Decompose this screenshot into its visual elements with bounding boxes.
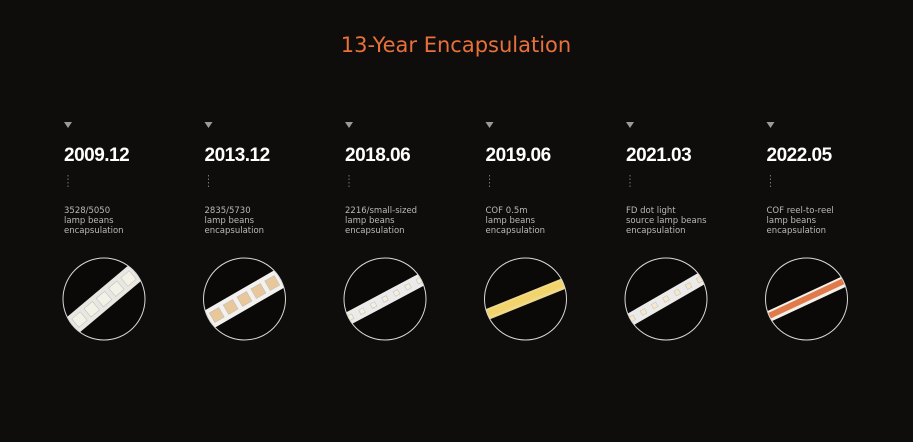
led-chip xyxy=(95,290,113,308)
milestone-description: encapsulation xyxy=(345,226,405,236)
product-image xyxy=(484,258,567,340)
milestone-description: 2216/small-sized xyxy=(345,206,417,216)
cof-phosphor xyxy=(484,273,567,324)
cof-phosphor xyxy=(765,270,848,327)
marker-triangle xyxy=(766,122,775,128)
led-chip xyxy=(108,280,125,297)
milestone-description: encapsulation xyxy=(767,226,827,236)
marker-triangle xyxy=(64,122,72,128)
led-chip xyxy=(369,301,378,309)
led-chip xyxy=(83,301,100,318)
milestone-description: encapsulation xyxy=(626,226,686,236)
photo-ring xyxy=(62,257,146,341)
photo-ring xyxy=(624,257,708,341)
milestone-description: 3528/5050 xyxy=(64,206,110,216)
led-chip xyxy=(250,283,267,299)
milestone-description: lamp beans xyxy=(345,216,395,226)
led-chip xyxy=(208,307,225,323)
milestone-description: source lamp beans xyxy=(626,216,707,226)
led-chip xyxy=(662,295,670,303)
led-chip xyxy=(650,301,659,310)
milestone-description: lamp beans xyxy=(205,216,255,226)
marker-triangle xyxy=(485,122,494,128)
led-strip xyxy=(765,268,848,330)
photo-ring xyxy=(203,257,286,341)
product-image xyxy=(344,258,426,340)
milestone-date: 2022.05 xyxy=(767,145,833,166)
led-chip xyxy=(639,308,648,316)
milestone-date: 2021.03 xyxy=(626,145,691,166)
milestone-description: lamp beans xyxy=(486,216,536,226)
led-chip xyxy=(264,275,281,291)
led-chip xyxy=(120,270,137,287)
led-chip xyxy=(392,289,401,297)
led-strip xyxy=(344,265,426,333)
milestone-description: lamp beans xyxy=(64,216,114,226)
milestone-date: 2018.06 xyxy=(345,145,410,166)
milestone-description: FD dot light xyxy=(626,206,676,216)
section-title: 13-Year Encapsulation xyxy=(341,33,571,57)
led-chip xyxy=(684,282,693,290)
led-chip xyxy=(358,307,366,315)
photo-ring xyxy=(765,257,848,341)
milestone-description: COF 0.5m xyxy=(486,206,528,216)
product-image xyxy=(203,258,286,340)
led-chip xyxy=(222,299,239,315)
led-chip xyxy=(673,288,682,297)
marker-triangle xyxy=(345,122,353,128)
milestone-description: lamp beans xyxy=(767,216,817,226)
photo-ring xyxy=(484,257,567,341)
milestone-date: 2009.12 xyxy=(64,145,129,166)
photo-ring xyxy=(343,257,427,341)
led-chip xyxy=(381,295,389,303)
led-chip xyxy=(404,283,412,291)
milestone-description: encapsulation xyxy=(205,226,265,236)
product-image xyxy=(765,258,848,340)
marker-triangle xyxy=(204,122,213,128)
led-strip xyxy=(484,271,567,327)
product-image xyxy=(625,258,707,340)
milestone-description: encapsulation xyxy=(64,226,124,236)
milestone-description: COF reel-to-reel xyxy=(767,206,834,216)
led-chip xyxy=(236,291,253,307)
marker-triangle xyxy=(626,122,634,128)
milestone-date: 2019.06 xyxy=(486,145,551,166)
milestone-description: 2835/5730 xyxy=(205,206,251,216)
milestone-description: encapsulation xyxy=(486,226,546,236)
led-chip xyxy=(71,311,88,328)
milestone-date: 2013.12 xyxy=(205,145,270,166)
